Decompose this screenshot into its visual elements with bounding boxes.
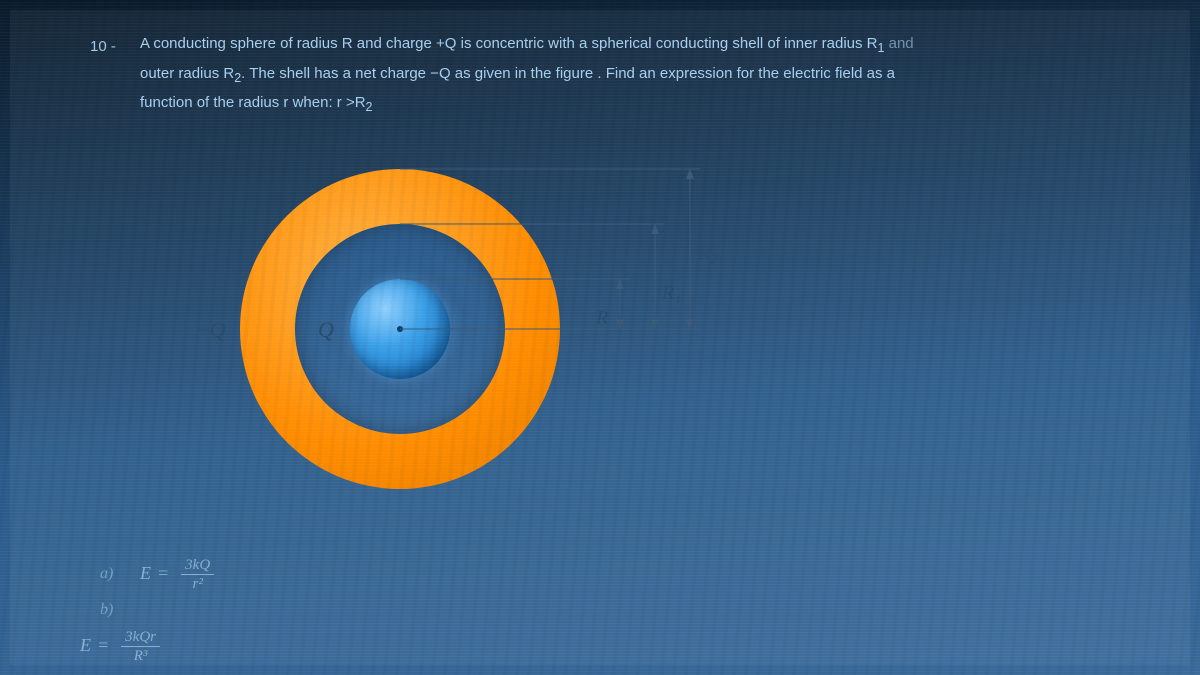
answer-c-formula: E = 3kQr R³ [80,628,160,665]
dim-label-r2: R₂ [697,242,717,264]
q-line3-sub: 2 [366,100,373,114]
q-line2-left: outer radius R [140,65,234,82]
dim-label-r: R [595,307,608,329]
q-line2-mid: . The shell has a net charge −Q as given… [241,65,895,82]
q-line3-left: function of the radius r when: r >R [140,94,366,111]
answer-b: b) [100,593,214,627]
dim-label-r1: R₁ [661,282,681,304]
question-block: 10 - A conducting sphere of radius R and… [40,30,1160,119]
question-number: 10 - [90,38,116,55]
answer-c-eq: = [97,635,109,657]
answer-c-lhs: E [80,635,91,657]
answer-c-den: R³ [130,647,152,665]
page-content: 10 - A conducting sphere of radius R and… [10,10,1190,665]
answer-a-eq: = [157,563,169,585]
answer-a-formula: E = 3kQ r² [140,556,214,593]
answer-a-letter: a) [100,564,140,583]
answer-a: a) E = 3kQ r² [100,557,214,591]
figure: −Q Q R R₁ R₂ [220,149,820,509]
answer-a-num: 3kQ [181,556,214,575]
answer-a-frac: 3kQ r² [181,556,214,593]
answer-c-num: 3kQr [121,628,160,647]
answer-c-frac: 3kQr R³ [121,628,160,665]
answer-options: a) E = 3kQ r² b) E = 3kQr R³ [100,557,214,665]
answer-b-letter: b) [100,600,140,619]
q-line1-left: A conducting sphere of radius R and char… [140,35,878,52]
answer-a-den: r² [188,575,206,593]
answer-c: E = 3kQr R³ [80,629,214,663]
q-line1-right: and [884,35,913,52]
question-text: A conducting sphere of radius R and char… [140,30,1120,119]
answer-a-lhs: E [140,563,151,585]
dimension-lines: R R₁ R₂ [220,149,820,509]
